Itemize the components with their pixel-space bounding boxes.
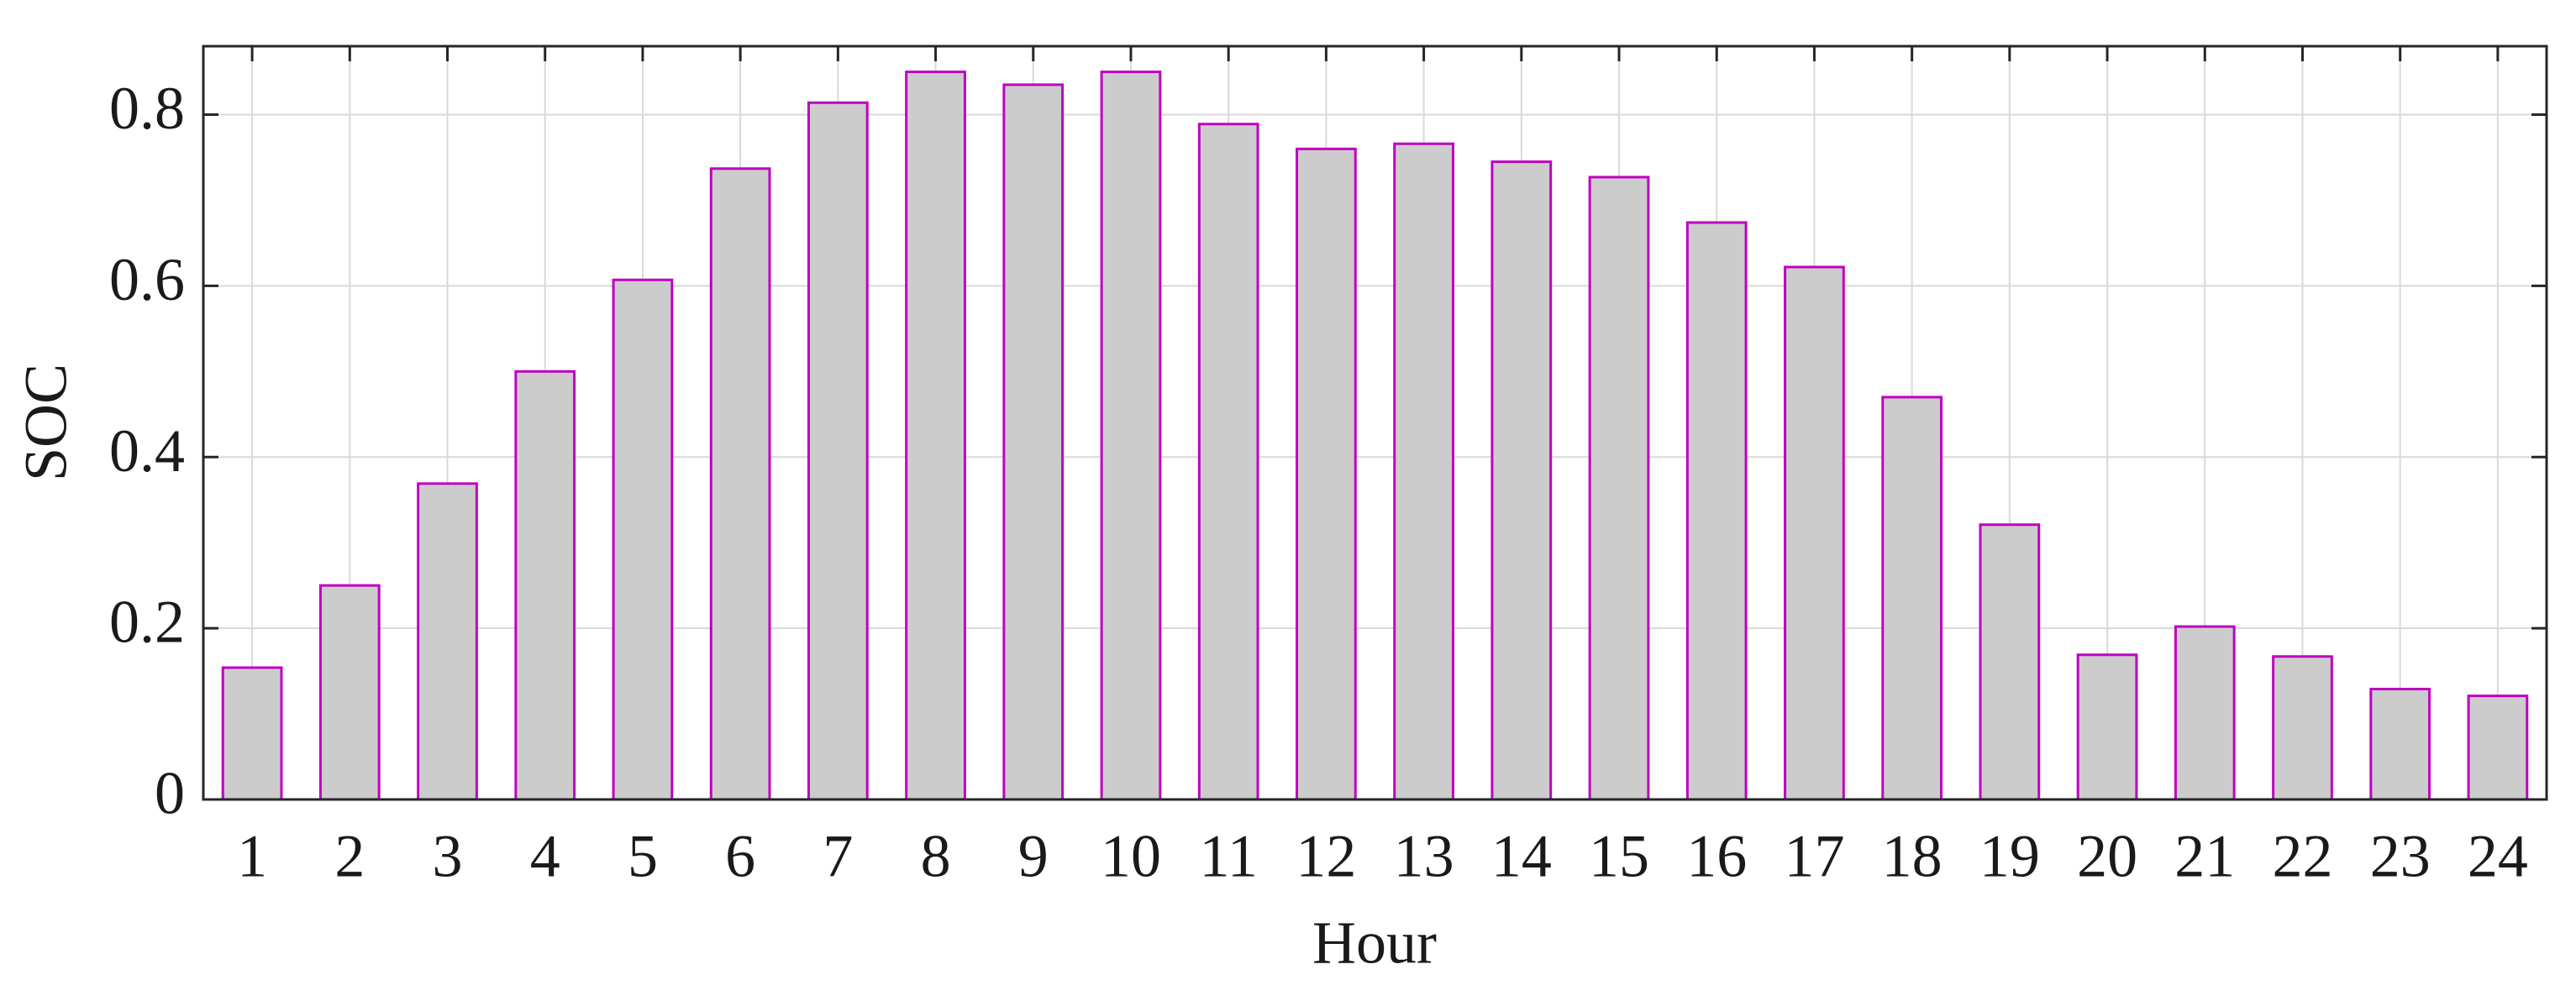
bar [1002,83,1065,801]
x-tick-label: 13 [1394,823,1454,890]
bar [905,71,966,801]
bar [1296,147,1357,801]
x-tick-label: 5 [628,823,658,890]
y-tick-label: 0.6 [109,246,185,313]
x-tick-label: 15 [1589,823,1649,890]
x-tick-label: 2 [334,823,365,890]
plot-frame [202,45,2548,801]
x-tick-label: 14 [1491,823,1552,890]
bar [709,167,771,801]
x-tick-label: 1 [237,823,267,890]
bar [1393,142,1454,801]
x-tick-label: 18 [1882,823,1943,890]
x-tick-label: 20 [2077,823,2137,890]
bar [1197,123,1259,801]
x-tick-label: 24 [2468,823,2528,890]
bar [807,101,869,801]
x-tick-label: 21 [2174,823,2235,890]
bar [2174,625,2236,801]
bar [2369,688,2431,801]
y-tick-label: 0.8 [109,75,185,142]
y-tick-label: 0.4 [109,417,185,485]
x-tick-label: 19 [1979,823,2040,890]
x-tick-label: 7 [823,823,853,890]
bar [1784,265,1845,801]
x-tick-label: 3 [433,823,463,890]
y-tick-label: 0.2 [109,589,185,656]
y-axis-label: SOC [13,364,80,481]
x-tick-label: 6 [725,823,755,890]
x-tick-label: 10 [1101,823,1161,890]
bar [2467,694,2529,801]
x-tick-label: 4 [530,823,560,890]
x-tick-label: 17 [1784,823,1844,890]
bar [1490,160,1553,801]
bar [1685,221,1748,801]
x-tick-label: 22 [2272,823,2332,890]
bar [1588,176,1650,801]
bar [1979,523,2041,801]
y-tick-label: 0 [155,760,185,827]
bar [2272,655,2333,801]
x-axis-label: Hour [1312,909,1437,977]
x-tick-label: 8 [921,823,951,890]
bar [1100,71,1162,801]
x-tick-label: 11 [1200,823,1258,890]
x-tick-label: 23 [2370,823,2431,890]
bar [417,482,478,801]
bar [2076,653,2138,801]
bar [612,278,674,801]
bar [1881,396,1943,801]
x-tick-label: 12 [1296,823,1356,890]
bar [514,369,576,801]
bar [318,584,381,801]
bar [221,666,283,801]
x-tick-label: 9 [1018,823,1049,890]
x-tick-label: 16 [1686,823,1747,890]
